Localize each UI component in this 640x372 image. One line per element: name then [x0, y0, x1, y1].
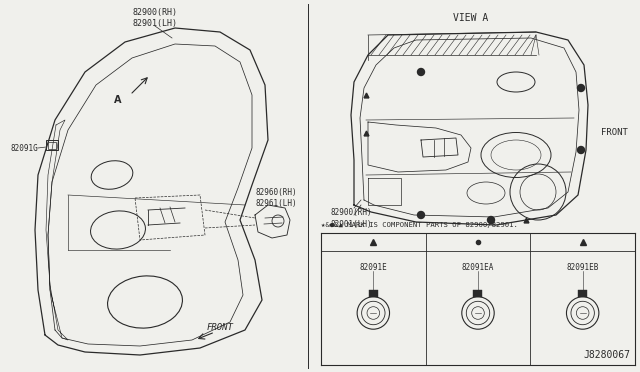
Text: A: A [115, 95, 122, 105]
Text: 82960(RH)
82961(LH): 82960(RH) 82961(LH) [255, 187, 296, 208]
Text: FRONT: FRONT [207, 324, 234, 333]
Text: 82091E: 82091E [360, 263, 387, 272]
Text: FRONT: FRONT [601, 128, 628, 137]
Circle shape [488, 217, 495, 224]
Text: 82091EB: 82091EB [566, 263, 599, 272]
Circle shape [417, 68, 424, 76]
Text: 82900(RH)
82901(LH): 82900(RH) 82901(LH) [132, 7, 177, 28]
Circle shape [417, 212, 424, 218]
Bar [369, 289, 378, 297]
Text: 82091EA: 82091EA [462, 263, 494, 272]
Circle shape [577, 147, 584, 154]
Bar [46, 140, 58, 150]
Bar [474, 289, 483, 297]
Text: 82900(RH)
82901(LH): 82900(RH) 82901(LH) [331, 208, 372, 229]
Bar [48, 142, 56, 149]
Circle shape [577, 84, 584, 92]
Text: 82091G: 82091G [10, 144, 38, 153]
Text: ★&●&▲ MARK IS COMPONENT PARTS OF 82900/82901.: ★&●&▲ MARK IS COMPONENT PARTS OF 82900/8… [321, 222, 518, 228]
Text: J8280067: J8280067 [583, 350, 630, 360]
Bar [578, 289, 587, 297]
Text: VIEW A: VIEW A [453, 13, 488, 23]
